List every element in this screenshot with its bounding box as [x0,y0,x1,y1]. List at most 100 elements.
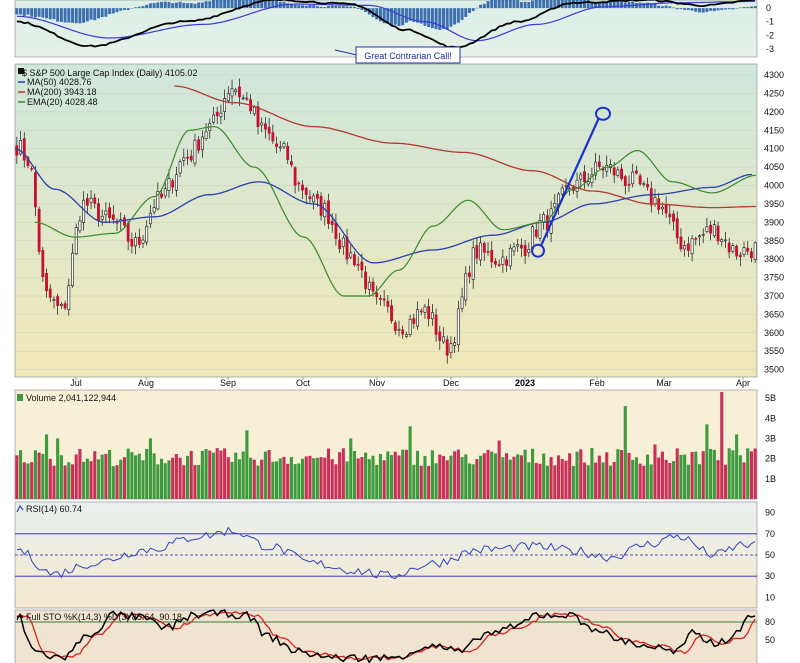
candle-body [438,331,442,341]
rsi-tick-label: 70 [765,529,775,539]
price-legend: $ S&P 500 Large Cap Index (Daily) 4105.0… [18,68,197,107]
candle-body [679,236,683,250]
candle-body [197,139,201,151]
candle-body [104,210,108,216]
volume-bar [701,451,705,499]
volume-bar [44,434,49,499]
macd-histogram-bar [723,8,727,10]
volume-bar [449,455,453,499]
candle-body [341,237,345,247]
candle-body [668,213,672,218]
candle-body [612,167,616,176]
candle-body [215,111,219,117]
volume-bar [712,449,716,499]
candle-body [750,251,753,258]
volume-bar [731,450,735,499]
volume-bar [282,456,286,499]
candle-body [520,244,523,249]
macd-histogram-bar [675,8,679,10]
volume-bar [393,451,397,499]
macd-histogram-bar [456,8,460,23]
candle-body [100,215,104,220]
macd-histogram-bar [167,2,171,9]
volume-bar [427,465,431,499]
macd-histogram-bar [378,8,382,22]
candle-body [260,122,264,126]
macd-signal-line [16,0,756,42]
candle-body [642,183,646,185]
macd-histogram-bar [349,6,353,9]
macd-histogram-bar [193,3,197,9]
candle-body [419,310,423,313]
macd-histogram-bar [430,8,434,29]
volume-bar [675,448,679,499]
volume-bar [723,464,728,499]
macd-histogram-bar [111,8,115,14]
candle-body [705,226,709,232]
volume-bar [497,440,501,499]
macd-line [16,0,756,49]
volume-bar [41,453,45,499]
candle-body [494,260,497,265]
month-label: Sep [220,378,236,388]
candle-body [427,306,431,320]
macd-histogram-bar [26,8,30,15]
macd-panel: 0 -1 -2 -3 Great Contrarian Call! [14,0,774,64]
volume-bar [542,453,546,499]
macd-histogram-bar [709,8,713,11]
volume-bar [159,458,164,499]
volume-bar [668,463,672,499]
candle-body [456,308,460,346]
candle-body [160,193,163,198]
macd-y-axis: 0 -1 -2 -3 [766,3,774,54]
volume-bar [219,450,223,499]
macd-histogram-bar [237,0,241,9]
rsi-panel: 90 70 50 30 10 RSI(14) 60.74 [14,501,775,609]
candle-body [482,242,486,253]
volume-bar [215,448,219,499]
volume-bar [115,465,119,499]
volume-bar [252,459,256,499]
macd-histogram-bar [423,8,427,26]
volume-bar [467,463,472,499]
candle-body [735,245,739,257]
candle-body [52,299,56,301]
macd-histogram-bar [186,3,189,9]
volume-bar [512,456,516,499]
macd-histogram-bar [590,1,594,9]
candle-body [675,218,679,239]
candle-body [312,195,316,203]
volume-bar [26,463,30,499]
volume-bar [657,457,661,499]
price-y-axis: 4300 4250 4200 4150 4100 4050 4000 3950 3900 3850… [764,70,784,375]
candle-body [683,245,687,250]
macd-histogram-bar [152,3,156,9]
volume-bar [623,406,627,499]
macd-histogram-bar [364,8,368,13]
volume-bar [48,458,52,499]
volume-bar [594,462,598,499]
rsi-icon [16,504,24,513]
candle-body [512,246,516,252]
candle-body [627,183,631,186]
candle-body [408,318,412,335]
macd-histogram-bar [657,5,661,9]
volume-bar [523,449,527,499]
annotation-connector [334,49,358,56]
macd-histogram-bar [698,8,701,13]
candle-body [479,242,483,261]
macd-histogram-bar [642,3,646,9]
volume-bar [182,465,186,499]
volume-bar [460,457,464,499]
macd-histogram-bar [71,8,74,23]
stochastic-k-line [16,609,756,663]
macd-histogram-bar [245,0,249,9]
macd-histogram-bar [620,1,624,9]
price-title: $ S&P 500 Large Cap Index (Daily) 4105.0… [22,68,197,78]
candle-body [353,254,356,266]
volume-bar [274,461,279,499]
volume-bar [171,457,175,499]
candle-body [56,296,60,306]
price-tick-label: 4150 [764,125,784,135]
